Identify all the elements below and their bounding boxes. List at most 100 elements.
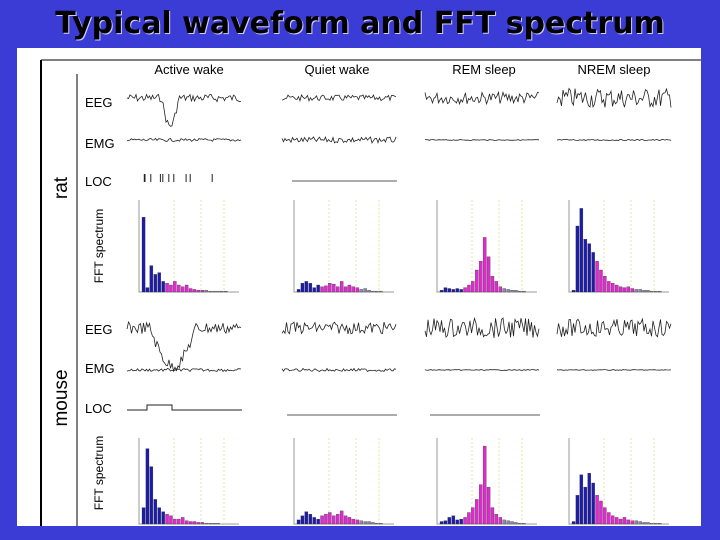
fft-bar — [312, 287, 316, 293]
fft-bar — [638, 289, 642, 293]
fft-bar — [451, 289, 456, 293]
fft-bar — [173, 518, 177, 525]
fft-bar — [208, 290, 212, 293]
fft-bar — [475, 499, 479, 525]
fft-bar — [149, 265, 154, 293]
fft-bar — [177, 518, 181, 525]
fft-bar — [603, 507, 607, 525]
fft-bar — [347, 284, 352, 293]
fft-bar — [367, 290, 371, 293]
fft-bar — [169, 284, 173, 293]
fft-bar — [208, 523, 212, 525]
fft-bar — [308, 283, 313, 293]
fft-bar — [447, 517, 452, 525]
fft-bar — [522, 523, 526, 525]
rat-eeg-trace-rem-sleep — [424, 90, 540, 106]
fft-bar — [459, 518, 463, 525]
fft-bar — [471, 281, 475, 293]
fft-bar — [579, 208, 584, 293]
rat-eeg-trace-active-wake — [126, 93, 242, 127]
fft-bar — [300, 283, 305, 293]
mouse-loc-label: LOC — [85, 401, 112, 416]
fft-bar — [173, 281, 177, 293]
mouse-emg-trace-nrem-sleep — [556, 369, 672, 371]
fft-bar — [177, 284, 181, 293]
fft-bar — [630, 520, 635, 525]
fft-bar — [320, 286, 324, 293]
fft-bar — [618, 286, 623, 293]
fft-bar — [506, 289, 510, 293]
fft-bar — [658, 290, 662, 293]
fft-bar — [212, 290, 216, 293]
fft-bar — [510, 290, 514, 293]
fft-bar — [583, 486, 588, 525]
fft-bar — [312, 517, 316, 525]
fft-bar — [490, 276, 495, 293]
fft-chart-rat-quiet-wake — [293, 200, 394, 293]
fft-bar — [363, 288, 367, 293]
fft-bar — [607, 281, 611, 293]
fft-bar — [328, 283, 332, 293]
fft-bar — [181, 517, 185, 525]
fft-bar — [455, 519, 459, 525]
mouse-emg-trace-quiet-wake — [281, 367, 397, 373]
fft-bar — [622, 287, 627, 293]
fft-bar — [300, 515, 305, 525]
fft-chart-mouse-quiet-wake — [293, 438, 394, 525]
fft-bar — [371, 290, 375, 293]
fft-bar — [153, 499, 158, 525]
fft-bar — [145, 448, 150, 525]
column-header-nrem-sleep: NREM sleep — [578, 62, 651, 77]
fft-bar — [375, 523, 379, 525]
fft-spectra — [138, 200, 669, 525]
fft-bar — [611, 515, 615, 525]
slide-title: Typical waveform and FFT spectrum — [55, 6, 665, 41]
fft-bar — [339, 510, 344, 525]
fft-bar — [304, 511, 309, 525]
species-label-mouse: mouse — [51, 369, 72, 426]
fft-bar — [595, 495, 599, 525]
fft-bar — [332, 515, 336, 525]
fft-bar — [522, 290, 526, 293]
fft-bar — [642, 290, 646, 293]
fft-bar — [646, 522, 650, 525]
fft-bar — [654, 523, 658, 525]
fft-bar — [184, 284, 189, 293]
rat-emg-label: EMG — [85, 136, 115, 151]
fft-chart-mouse-rem-sleep — [436, 438, 537, 525]
fft-bar — [336, 286, 340, 293]
fft-bar — [439, 290, 444, 293]
fft-bar — [169, 515, 173, 525]
mouse-emg-trace-rem-sleep — [424, 369, 540, 371]
waveform-traces — [126, 87, 672, 416]
fft-bar — [196, 522, 201, 525]
fft-bar — [165, 514, 169, 525]
fft-bar — [502, 288, 506, 293]
fft-bar — [626, 286, 631, 293]
fft-bar — [439, 521, 444, 525]
fft-bar — [332, 283, 336, 293]
fft-chart-rat-nrem-sleep — [568, 200, 669, 293]
fft-bar — [502, 519, 506, 525]
fft-bar — [587, 473, 591, 525]
fft-bar — [467, 512, 471, 525]
fft-bar — [622, 517, 627, 525]
fft-bar — [634, 289, 638, 293]
fft-bar — [145, 287, 150, 293]
fft-bar — [579, 474, 584, 525]
fft-bar — [467, 284, 471, 293]
fft-chart-mouse-nrem-sleep — [568, 438, 669, 525]
fft-bar — [339, 281, 344, 293]
fft-bar — [603, 276, 607, 293]
fft-label-rat: FFT spectrum — [92, 209, 106, 283]
fft-bar — [379, 523, 383, 525]
fft-bar — [443, 287, 448, 293]
column-header-rem-sleep: REM sleep — [452, 62, 516, 77]
fft-bar — [343, 286, 348, 293]
fft-bar — [200, 522, 205, 525]
rat-loc-trace-active-wake — [143, 174, 213, 182]
fft-bar — [518, 523, 522, 525]
fft-bar — [518, 290, 522, 293]
mouse-emg-label: EMG — [85, 361, 115, 376]
fft-bar — [351, 518, 356, 525]
